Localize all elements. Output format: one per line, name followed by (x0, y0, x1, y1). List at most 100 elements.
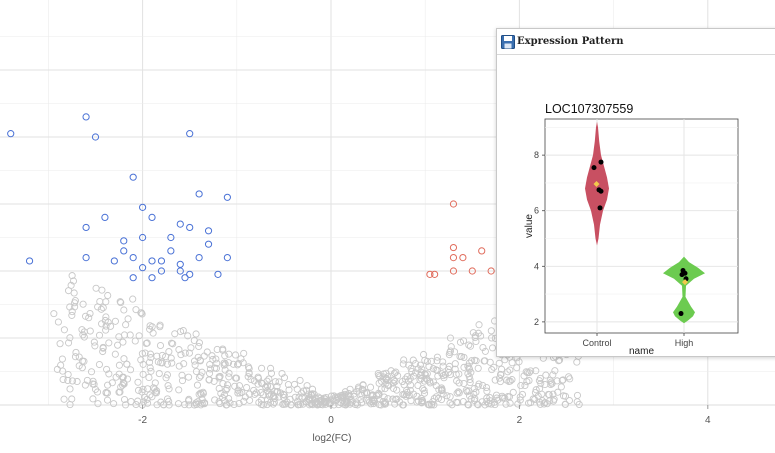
ns-point (265, 375, 273, 383)
ns-point (432, 366, 440, 374)
window-title-bar[interactable]: Expression Pattern (497, 29, 775, 55)
ns-point (116, 298, 124, 306)
sample-point (679, 272, 685, 278)
ns-point (138, 350, 146, 358)
ns-point (221, 360, 229, 368)
ns-point (423, 370, 431, 378)
ns-point (469, 329, 477, 337)
ns-point (134, 386, 143, 394)
ns-point (549, 390, 557, 398)
ns-point (506, 377, 514, 385)
ns-point (54, 318, 62, 326)
ns-point (60, 395, 68, 403)
ns-point (465, 387, 473, 395)
ns-point (287, 401, 295, 409)
ns-point (97, 305, 105, 313)
ns-point (212, 355, 220, 363)
ns-point (102, 389, 110, 397)
ns-point (177, 327, 185, 336)
ns-point (421, 356, 429, 364)
ns-point (351, 400, 359, 409)
ns-point (197, 372, 205, 380)
expression-pattern-window[interactable]: Expression Pattern LOC107307559 2 4 6 8 Cont… (496, 28, 775, 357)
mean-marker (682, 279, 688, 286)
x-tick-label: 0 (328, 415, 334, 426)
ns-point (225, 359, 233, 367)
ns-point (278, 369, 286, 378)
ns-point (492, 391, 501, 399)
ns-point (245, 369, 253, 377)
ns-point (225, 369, 233, 377)
ns-point (66, 401, 74, 409)
down-regulated-point (120, 247, 128, 255)
ns-point (210, 377, 218, 385)
ns-point (229, 360, 237, 368)
save-disk-icon[interactable] (501, 34, 515, 49)
ns-point (496, 378, 504, 386)
ns-point (307, 390, 315, 398)
down-regulated-point (139, 203, 147, 211)
ns-point (50, 310, 58, 318)
down-regulated-point (167, 247, 175, 255)
ns-point (192, 367, 200, 376)
ns-point (120, 331, 129, 339)
ns-point (481, 347, 489, 355)
ns-point (57, 361, 65, 369)
down-regulated-point (181, 274, 189, 282)
ns-point (300, 387, 308, 395)
ns-point (414, 381, 422, 390)
violin-plot: LOC107307559 2 4 6 8 Control High name value (524, 102, 739, 356)
ns-point (508, 376, 516, 384)
ns-point (99, 344, 107, 352)
ns-point (295, 393, 303, 401)
ns-point (433, 353, 441, 361)
ns-point (192, 330, 200, 338)
ns-point (99, 347, 107, 356)
ns-point (82, 312, 90, 320)
ns-point (200, 400, 208, 408)
ns-point (139, 370, 147, 378)
ns-point (127, 366, 135, 374)
ns-point (185, 349, 193, 357)
ns-point (225, 373, 233, 381)
ns-point (95, 331, 104, 339)
ns-point (464, 401, 473, 409)
ns-point (284, 381, 292, 389)
ns-point (279, 390, 287, 398)
ns-point (69, 277, 77, 285)
up-regulated-point (459, 254, 467, 262)
ns-point (464, 400, 472, 408)
ns-point (122, 401, 130, 409)
volcano-x-ticks: -6-4-202468 (138, 405, 711, 426)
ns-point (303, 382, 311, 390)
ns-point (497, 371, 505, 379)
ns-point (486, 358, 494, 366)
ns-point (92, 284, 100, 292)
ns-point (427, 357, 436, 365)
ns-point (165, 385, 173, 393)
down-regulated-point (148, 213, 156, 221)
ns-point (142, 339, 150, 348)
ns-point (168, 339, 176, 347)
ns-point (168, 359, 176, 367)
ns-point (211, 396, 219, 404)
ns-point (357, 395, 365, 403)
ns-point (427, 401, 436, 409)
down-regulated-point (223, 254, 231, 262)
ns-point (155, 370, 163, 378)
ns-point (446, 347, 455, 355)
ns-point (79, 331, 87, 339)
ns-point (321, 395, 329, 403)
ns-point (414, 365, 422, 373)
up-regulated-point (431, 270, 439, 278)
ns-point (56, 340, 64, 348)
ns-point (258, 364, 266, 372)
ns-point (420, 386, 428, 394)
ns-point (163, 360, 171, 368)
ns-point (158, 351, 166, 359)
ns-point (421, 370, 429, 378)
ns-point (206, 360, 214, 369)
ns-point (220, 359, 228, 367)
violin-points (591, 159, 689, 317)
ns-point (532, 386, 540, 394)
